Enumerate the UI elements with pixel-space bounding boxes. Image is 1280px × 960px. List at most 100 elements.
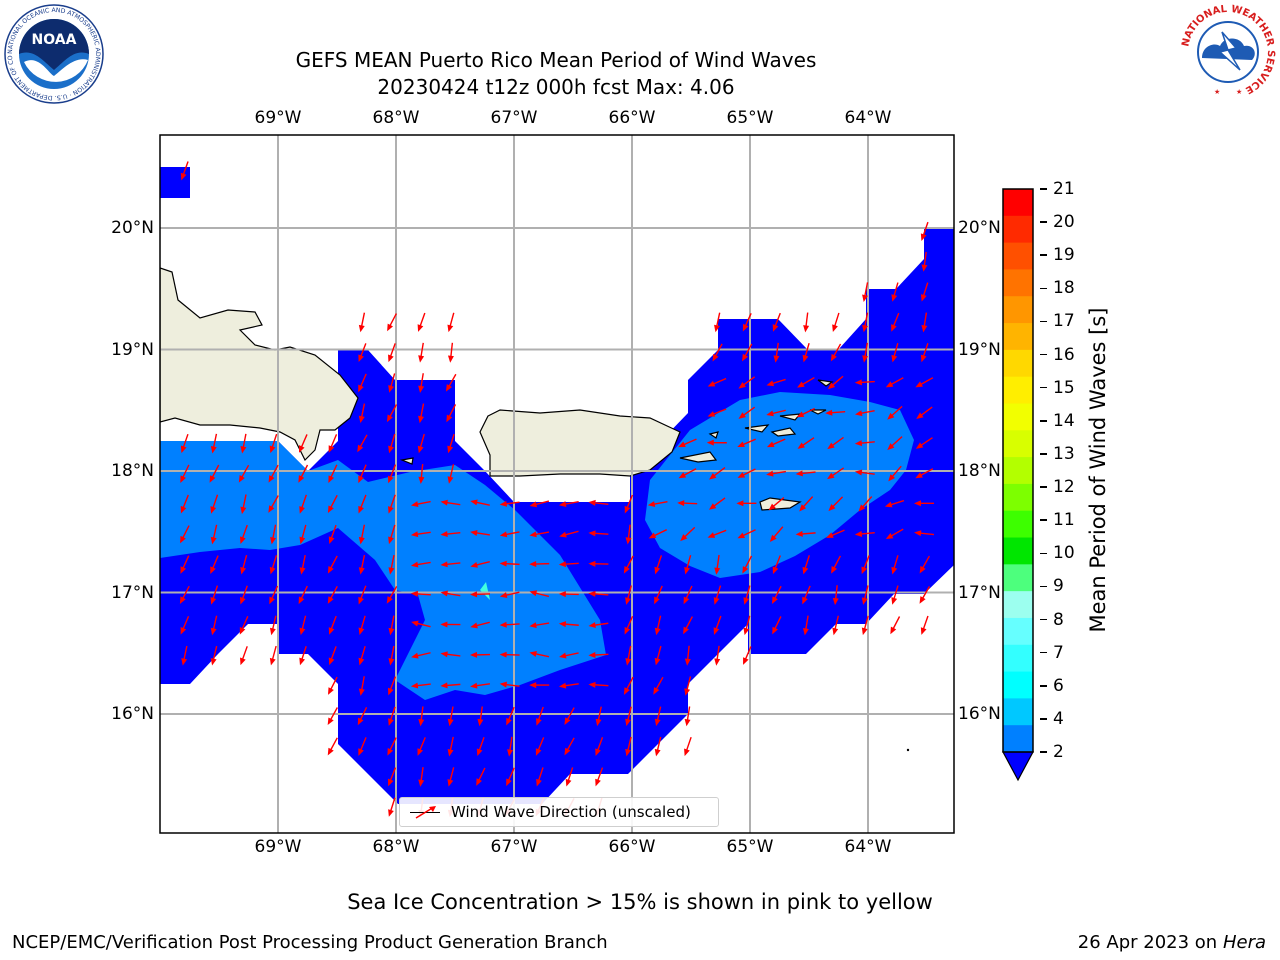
wind-wave-arrow [742, 313, 752, 332]
wind-wave-arrow [887, 405, 903, 420]
wind-wave-arrow [388, 494, 396, 514]
lon-tick-top: 68°W [372, 108, 420, 128]
wind-wave-arrow [388, 645, 395, 666]
wind-wave-arrow [624, 494, 634, 514]
wind-wave-arrow [802, 615, 809, 636]
wind-wave-arrow [647, 500, 668, 507]
wind-wave-arrow [588, 499, 609, 506]
wind-wave-arrow [654, 736, 662, 757]
run-date: 26 Apr 2023 on Hera [1078, 932, 1266, 953]
wind-wave-arrow [447, 464, 455, 484]
wind-wave-arrow [388, 797, 396, 817]
wind-wave-arrow [506, 706, 515, 726]
wind-wave-arrow [357, 707, 368, 726]
wind-wave-arrow [210, 433, 218, 454]
wind-wave-arrow [795, 530, 816, 537]
wind-wave-arrow [470, 561, 490, 568]
wind-wave-arrow [499, 531, 520, 538]
colorbar-tick: 15 [1040, 378, 1075, 398]
wind-wave-arrow [180, 615, 190, 635]
nws-logo: NATIONAL WEATHER SERVICE ★ ★ [1179, 3, 1277, 101]
wind-wave-arrow [410, 531, 431, 538]
wind-wave-arrow [529, 500, 550, 508]
wind-wave-arrow [470, 499, 490, 506]
wind-wave-arrow [803, 312, 810, 333]
wind-wave-arrow [298, 585, 308, 605]
wind-wave-arrow [210, 494, 219, 514]
wind-wave-arrow [327, 707, 338, 726]
wind-wave-arrow [440, 621, 461, 628]
wind-wave-arrow [738, 376, 756, 389]
wind-wave-arrow [737, 468, 756, 478]
wind-wave-arrow [799, 496, 814, 512]
wind-wave-arrow [388, 554, 395, 575]
wind-wave-arrow [915, 377, 934, 388]
wind-wave-arrow [714, 645, 721, 666]
run-date-text: 26 Apr 2023 on [1077, 932, 1223, 953]
wind-wave-arrow [358, 645, 366, 666]
lon-tick-top: 69°W [254, 108, 302, 128]
wind-wave-arrow [470, 591, 491, 598]
wind-wave-arrow [447, 706, 454, 727]
wind-wave-arrow [861, 555, 870, 575]
wind-wave-arrow [766, 470, 787, 477]
wind-wave-arrow [358, 373, 367, 393]
land-masses [160, 267, 834, 511]
wind-wave-arrow [558, 682, 579, 689]
wind-wave-arrow [891, 312, 900, 332]
wind-wave-arrow [862, 282, 869, 302]
colorbar-segment [1003, 564, 1033, 592]
wind-wave-arrow [564, 707, 575, 726]
wind-wave-arrow [327, 494, 338, 514]
wind-wave-arrow [916, 406, 933, 419]
lat-tick-right: 18°N [958, 461, 1001, 481]
wind-wave-arrow [707, 408, 727, 417]
wind-wave-arrow [736, 500, 757, 507]
wind-wave-arrow [388, 373, 396, 393]
wind-wave-arrow [827, 467, 845, 480]
wind-wave-arrow [743, 585, 751, 605]
map-subtitle: 20230424 t12z 000h fcst Max: 4.06 [377, 75, 735, 99]
wind-wave-arrow [885, 528, 904, 540]
wind-wave-arrow [678, 438, 697, 448]
wind-wave-arrow [410, 590, 431, 597]
wind-wave-arrow [269, 433, 278, 454]
wind-wave-arrow [743, 646, 752, 665]
map-frame [159, 134, 955, 834]
wind-wave-arrow [677, 500, 698, 507]
colorbar-tick: 21 [1040, 179, 1075, 199]
wind-wave-arrow [387, 464, 397, 484]
wind-wave-arrow [418, 463, 425, 484]
wind-wave-arrow [210, 615, 218, 636]
wind-wave-arrow [742, 555, 753, 574]
lat-tick-right: 19°N [958, 339, 1001, 360]
wind-wave-arrow [708, 497, 726, 510]
wind-wave-arrow [529, 561, 550, 568]
wind-wave-arrow [529, 651, 550, 658]
colorbar-tick: 14 [1040, 411, 1075, 431]
colorbar-segment [1003, 537, 1033, 565]
wind-wave-arrow [766, 409, 786, 417]
colorbar [1001, 188, 1035, 782]
wind-wave-arrow [447, 736, 454, 757]
wind-wave-arrow [595, 737, 604, 757]
wind-wave-arrow [826, 529, 845, 538]
lon-tick-top: 65°W [726, 108, 774, 128]
wind-wave-arrow [298, 434, 308, 453]
wind-wave-arrow [210, 645, 218, 666]
wind-wave-arrow [529, 622, 550, 629]
wind-wave-arrow [470, 651, 491, 658]
wind-wave-arrow [529, 590, 550, 598]
wind-wave-arrow [768, 496, 785, 511]
wind-wave-arrow [418, 403, 425, 424]
wind-wave-arrow [327, 737, 338, 756]
colorbar-segment [1003, 483, 1033, 512]
wind-wave-arrow [742, 343, 753, 362]
wind-wave-arrow [654, 706, 662, 727]
wind-wave-arrow [507, 736, 513, 757]
wind-wave-arrow [802, 342, 810, 363]
wind-wave-arrow [772, 555, 781, 575]
colorbar-tick: 10 [1040, 543, 1075, 563]
wind-wave-arrow [684, 555, 692, 575]
